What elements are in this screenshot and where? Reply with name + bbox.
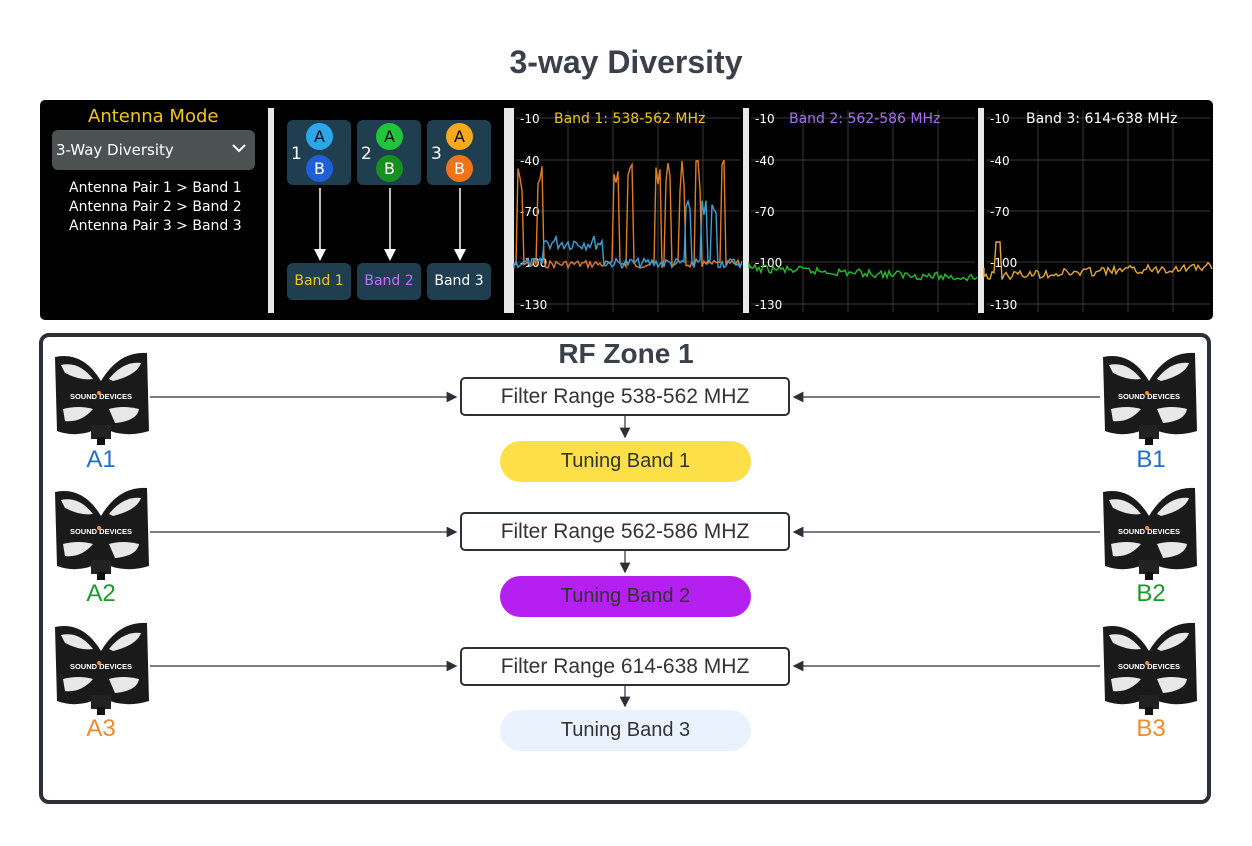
svg-text:SOUND DEVICES: SOUND DEVICES — [70, 527, 132, 536]
spectrum-trace — [983, 241, 1213, 281]
y-tick-label: -100 — [755, 256, 782, 270]
y-tick-label: -40 — [520, 154, 540, 168]
y-tick-label: -130 — [990, 298, 1017, 312]
antenna-label-a1: A1 — [86, 446, 116, 473]
antenna-a-badge: A — [376, 123, 403, 150]
spectrum-title: Band 1: 538-562 MHz — [554, 111, 705, 127]
antenna-icon: SOUND DEVICES — [55, 622, 149, 715]
antenna-label-b1: B1 — [1136, 446, 1166, 473]
antenna-icon: SOUND DEVICES — [55, 352, 149, 445]
svg-text:SOUND DEVICES: SOUND DEVICES — [1118, 662, 1180, 671]
filter-range-3: Filter Range 614-638 MHZ — [460, 647, 790, 686]
panel-divider — [978, 108, 984, 313]
panel-divider — [743, 108, 749, 313]
rf-zone-title: RF Zone 1 — [558, 338, 694, 369]
y-tick-label: -100 — [990, 256, 1017, 270]
antenna-b-badge: B — [306, 155, 333, 182]
antenna-label-b2: B2 — [1136, 580, 1166, 607]
antenna-b-badge: B — [376, 155, 403, 182]
y-tick-label: -10 — [755, 112, 775, 126]
pair-to-band-arrows — [314, 188, 466, 261]
tuning-band-3: Tuning Band 3 — [500, 710, 751, 751]
spectrum-trace — [513, 159, 743, 270]
antenna-mode-panel: Antenna Mode 3-Way Diversity Antenna Pai… — [40, 100, 1213, 320]
y-tick-label: -40 — [755, 154, 775, 168]
pair-mapping-1: Antenna Pair 1 > Band 1 — [69, 180, 242, 196]
svg-text:SOUND DEVICES: SOUND DEVICES — [70, 392, 132, 401]
antenna-icon: SOUND DEVICES — [1103, 352, 1197, 445]
spectrum-title: Band 3: 614-638 MHz — [1026, 111, 1177, 127]
pair-number: 2 — [361, 144, 372, 164]
antenna-mode-title: Antenna Mode — [88, 106, 219, 127]
y-tick-label: -40 — [990, 154, 1010, 168]
spectrum-panel-3: -10 -40 -70 -100 -130 Band 3: 614-638 MHz — [978, 108, 1213, 313]
pair-number: 3 — [431, 144, 442, 164]
y-tick-label: -70 — [520, 205, 540, 219]
pair-mapping-2: Antenna Pair 2 > Band 2 — [69, 199, 242, 215]
y-tick-label: -130 — [520, 298, 547, 312]
pair-mapping-3: Antenna Pair 3 > Band 3 — [69, 218, 242, 234]
spectrum-panel-2: -10 -40 -70 -100 -130 Band 2: 562-586 MHz — [743, 108, 984, 313]
svg-text:SOUND DEVICES: SOUND DEVICES — [70, 662, 132, 671]
antenna-icon: SOUND DEVICES — [1103, 487, 1197, 580]
rf-zone-frame — [39, 333, 1211, 804]
y-tick-label: -10 — [990, 112, 1010, 126]
antenna-label-a3: A3 — [86, 715, 116, 742]
dropdown-value: 3-Way Diversity — [56, 141, 174, 159]
antenna-b-badge: B — [446, 155, 473, 182]
band-1-box: Band 1 — [287, 263, 351, 300]
antenna-icon: SOUND DEVICES — [1103, 622, 1197, 715]
divider — [268, 108, 274, 313]
antenna-pair-2: 2 A B — [357, 120, 421, 185]
y-tick-label: -10 — [520, 112, 540, 126]
antenna-pair-1: 1 A B — [287, 120, 351, 185]
page-title: 3-way Diversity — [509, 44, 743, 80]
spectrum-title: Band 2: 562-586 MHz — [789, 111, 940, 127]
y-tick-label: -70 — [990, 205, 1010, 219]
tuning-band-1: Tuning Band 1 — [500, 441, 751, 482]
chevron-down-icon — [232, 144, 246, 153]
tuning-band-2: Tuning Band 2 — [500, 576, 751, 617]
band-3-box: Band 3 — [427, 263, 491, 300]
antenna-icon: SOUND DEVICES — [55, 487, 149, 580]
svg-text:SOUND DEVICES: SOUND DEVICES — [1118, 527, 1180, 536]
antenna-a-badge: A — [446, 123, 473, 150]
svg-text:SOUND DEVICES: SOUND DEVICES — [1118, 392, 1180, 401]
divider — [504, 108, 510, 313]
antenna-a-badge: A — [306, 123, 333, 150]
antenna-label-b3: B3 — [1136, 715, 1166, 742]
spectrum-trace — [513, 198, 743, 270]
filter-range-1: Filter Range 538-562 MHZ — [460, 377, 790, 416]
y-tick-label: -70 — [755, 205, 775, 219]
antenna-pair-3: 3 A B — [427, 120, 491, 185]
antenna-mode-dropdown[interactable]: 3-Way Diversity — [52, 130, 255, 170]
antenna-label-a2: A2 — [86, 580, 116, 607]
filter-range-2: Filter Range 562-586 MHZ — [460, 512, 790, 551]
panel-divider — [508, 108, 514, 313]
y-tick-label: -130 — [755, 298, 782, 312]
spectrum-trace — [748, 261, 978, 282]
band-2-box: Band 2 — [357, 263, 421, 300]
pair-number: 1 — [291, 144, 302, 164]
